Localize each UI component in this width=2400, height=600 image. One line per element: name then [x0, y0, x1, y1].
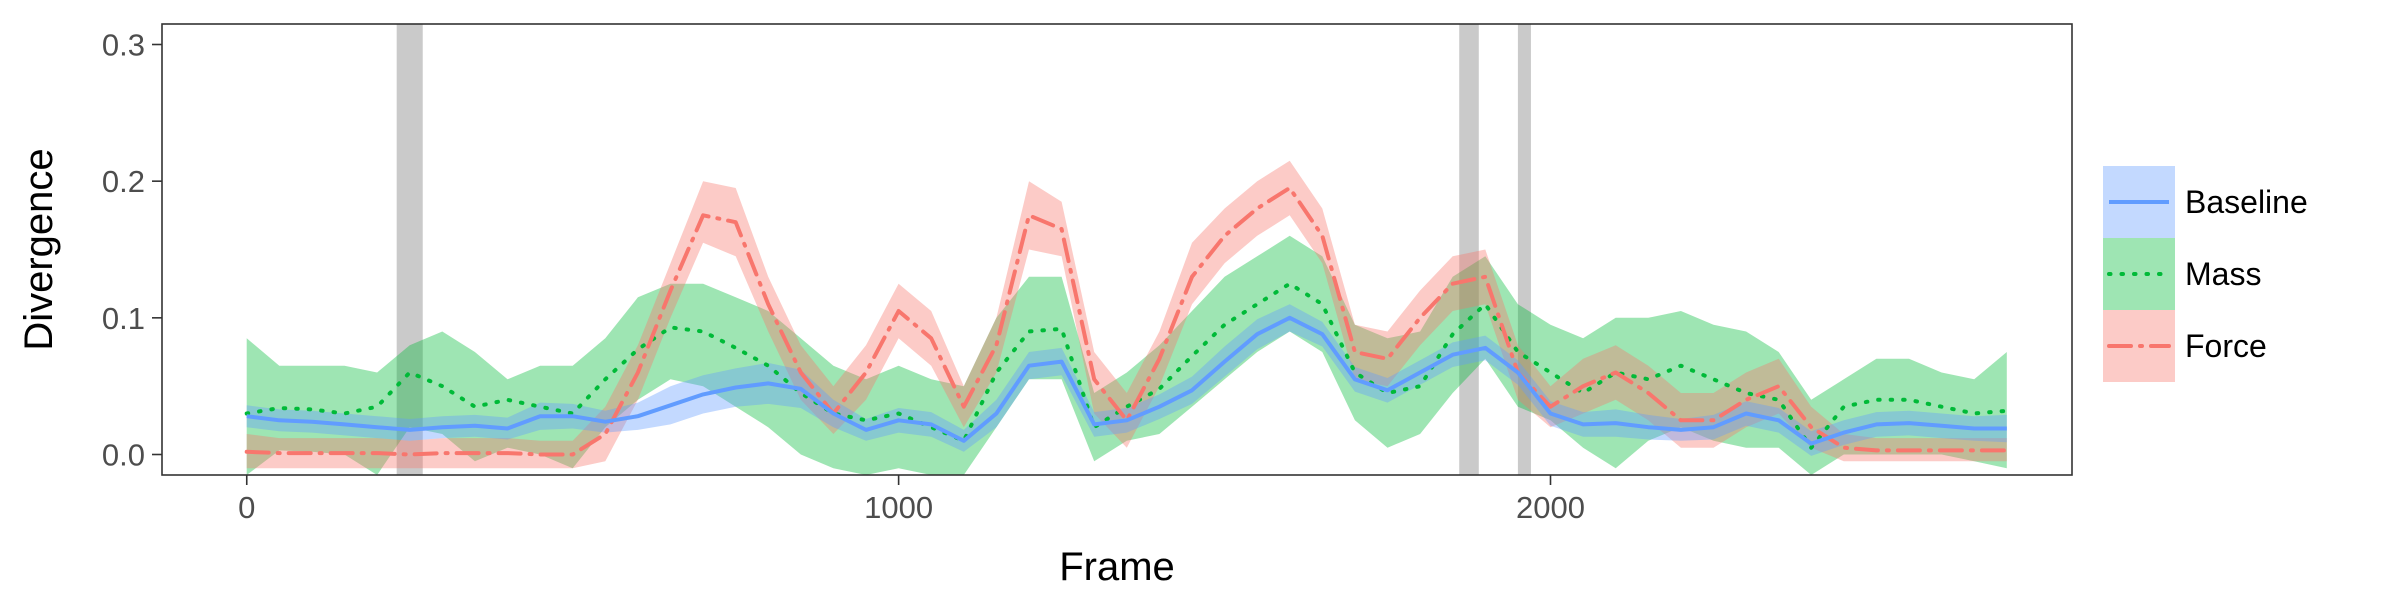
legend: Baseline Mass Force: [2103, 166, 2308, 382]
legend-label-force: Force: [2185, 328, 2267, 364]
y-tick-label: 0.1: [102, 301, 145, 336]
y-tick-label: 0.2: [102, 164, 145, 199]
y-tick-label: 0.0: [102, 438, 145, 473]
shaded-region: [1459, 24, 1479, 475]
legend-label-mass: Mass: [2185, 256, 2261, 292]
mass-confidence-band: [246, 235, 2007, 475]
shaded-region: [396, 24, 423, 475]
x-tick-label: 2000: [1516, 490, 1585, 525]
legend-key-force: [2103, 310, 2175, 382]
force-series-line: [244, 186, 2009, 457]
shaded-region: [1517, 24, 1531, 475]
x-tick-label: 1000: [864, 490, 933, 525]
x-tick-label: 0: [238, 490, 255, 525]
mass-series-line: [244, 281, 2009, 450]
force-confidence-band: [246, 160, 2007, 469]
x-axis-title: Frame: [1059, 545, 1175, 589]
baseline-series-line: [246, 315, 2007, 446]
y-tick-label: 0.3: [102, 28, 145, 63]
legend-key-baseline: [2103, 166, 2175, 238]
series-line-layer: [244, 186, 2009, 457]
axis-layer: 0 1000 2000 0.0 0.1 0.2 0.3: [102, 28, 1585, 526]
legend-key-mass: [2103, 238, 2175, 310]
legend-swatch: [2103, 238, 2175, 310]
legend-label-baseline: Baseline: [2185, 184, 2308, 220]
plot-panel-border: [161, 23, 2073, 476]
y-axis-title: Divergence: [17, 148, 61, 350]
shaded-region-layer: [396, 24, 1531, 475]
